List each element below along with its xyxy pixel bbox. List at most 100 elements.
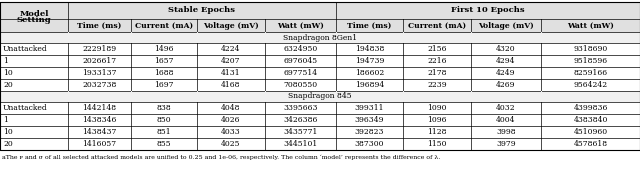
Bar — [541, 32, 542, 43]
Bar — [0, 67, 640, 79]
Bar — [131, 91, 132, 102]
Bar — [0, 43, 640, 55]
Bar — [264, 2, 266, 19]
Text: 1090: 1090 — [428, 104, 447, 112]
Text: 4048: 4048 — [221, 104, 241, 112]
Bar — [0, 2, 640, 150]
Text: 9564242: 9564242 — [573, 81, 607, 89]
Text: 4510960: 4510960 — [573, 128, 607, 136]
Text: Snapdragon 8Gen1: Snapdragon 8Gen1 — [283, 33, 357, 42]
Bar — [0, 138, 640, 150]
Text: 1933137: 1933137 — [83, 69, 116, 77]
Text: Model: Model — [19, 10, 49, 18]
Text: Unattacked: Unattacked — [3, 45, 48, 53]
Bar — [403, 2, 404, 19]
Text: 4207: 4207 — [221, 57, 241, 65]
Text: Unattacked: Unattacked — [3, 104, 48, 112]
Bar — [131, 2, 132, 19]
Bar — [541, 2, 542, 19]
Text: 1416057: 1416057 — [83, 140, 116, 148]
Text: 3998: 3998 — [496, 128, 516, 136]
Text: 4026: 4026 — [221, 116, 241, 124]
Bar — [0, 32, 640, 43]
Text: 1: 1 — [3, 116, 8, 124]
Text: 2032738: 2032738 — [83, 81, 116, 89]
Text: Watt (mW): Watt (mW) — [277, 21, 324, 30]
Text: Voltage (mV): Voltage (mV) — [203, 21, 259, 30]
Text: 4032: 4032 — [496, 104, 516, 112]
Bar — [0, 79, 640, 91]
Bar — [403, 91, 404, 102]
Text: 6977514: 6977514 — [284, 69, 317, 77]
Text: 387300: 387300 — [355, 140, 384, 148]
Text: 4383840: 4383840 — [573, 116, 608, 124]
Bar — [470, 91, 472, 102]
Text: 4320: 4320 — [496, 45, 516, 53]
Text: 2239: 2239 — [427, 81, 447, 89]
Text: 1697: 1697 — [154, 81, 173, 89]
Bar — [470, 2, 472, 19]
Text: 4131: 4131 — [221, 69, 241, 77]
Bar — [0, 126, 640, 138]
Text: 1128: 1128 — [428, 128, 447, 136]
Text: 1442148: 1442148 — [83, 104, 116, 112]
Bar — [264, 91, 266, 102]
Text: 196894: 196894 — [355, 81, 384, 89]
Text: 10: 10 — [3, 69, 13, 77]
Text: 4168: 4168 — [221, 81, 241, 89]
Text: 4224: 4224 — [221, 45, 241, 53]
Text: 9518596: 9518596 — [573, 57, 607, 65]
Text: 1096: 1096 — [428, 116, 447, 124]
Text: 6976045: 6976045 — [284, 57, 317, 65]
Text: 1688: 1688 — [154, 69, 173, 77]
Text: 8259166: 8259166 — [573, 69, 607, 77]
Text: 9318690: 9318690 — [573, 45, 607, 53]
Text: 396349: 396349 — [355, 116, 384, 124]
Text: Voltage (mV): Voltage (mV) — [478, 21, 534, 30]
Text: 2216: 2216 — [428, 57, 447, 65]
Bar — [0, 2, 640, 19]
Text: 850: 850 — [157, 116, 172, 124]
Text: 10: 10 — [3, 128, 13, 136]
Text: 4294: 4294 — [496, 57, 516, 65]
Text: 2156: 2156 — [428, 45, 447, 53]
Text: First 10 Epochs: First 10 Epochs — [451, 6, 525, 15]
Bar — [264, 32, 266, 43]
Text: 186602: 186602 — [355, 69, 384, 77]
Text: Current (mA): Current (mA) — [408, 21, 466, 30]
Text: 392823: 392823 — [355, 128, 384, 136]
Text: Stable Epochs: Stable Epochs — [168, 6, 236, 15]
Text: Setting: Setting — [17, 16, 51, 24]
Text: 4025: 4025 — [221, 140, 241, 148]
Text: 1496: 1496 — [154, 45, 173, 53]
Bar — [335, 32, 337, 43]
Text: 6324950: 6324950 — [284, 45, 317, 53]
Text: 3445101: 3445101 — [284, 140, 317, 148]
Text: 851: 851 — [157, 128, 172, 136]
Text: 3979: 3979 — [496, 140, 516, 148]
Text: 20: 20 — [3, 140, 13, 148]
Text: 4269: 4269 — [496, 81, 516, 89]
Bar — [0, 55, 640, 67]
Text: Current (mA): Current (mA) — [135, 21, 193, 30]
Bar — [0, 114, 640, 126]
Text: 20: 20 — [3, 81, 13, 89]
Bar — [403, 32, 404, 43]
Bar — [196, 32, 198, 43]
Text: 4004: 4004 — [496, 116, 516, 124]
Text: 3426386: 3426386 — [284, 116, 317, 124]
Text: 1657: 1657 — [154, 57, 173, 65]
Text: 194739: 194739 — [355, 57, 384, 65]
Bar — [0, 102, 640, 114]
Text: 838: 838 — [157, 104, 172, 112]
Text: 1438437: 1438437 — [83, 128, 116, 136]
Bar — [335, 91, 337, 102]
Bar — [0, 19, 640, 32]
Text: 855: 855 — [157, 140, 172, 148]
Text: Time (ms): Time (ms) — [77, 21, 122, 30]
Bar — [0, 91, 640, 102]
Text: 2178: 2178 — [428, 69, 447, 77]
Bar — [67, 32, 69, 43]
Text: 7080550: 7080550 — [284, 81, 317, 89]
Text: 194838: 194838 — [355, 45, 384, 53]
